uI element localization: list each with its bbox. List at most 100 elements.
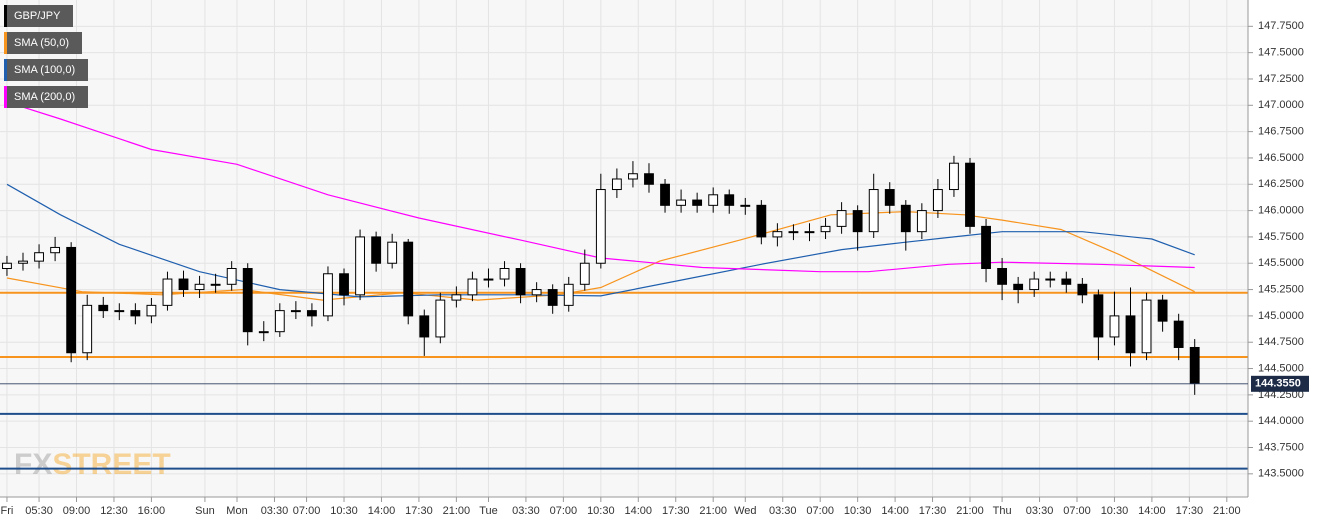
candle-body xyxy=(162,278,173,306)
candle-body xyxy=(611,178,622,191)
candle-body xyxy=(451,294,462,301)
candle-body xyxy=(1125,315,1136,354)
legend-label: SMA (200,0) xyxy=(14,91,75,103)
candle-body xyxy=(563,283,574,306)
candle-body xyxy=(836,210,847,227)
candle-body xyxy=(1093,294,1104,338)
candles xyxy=(2,155,1200,395)
candle-body xyxy=(595,189,606,264)
candle-body xyxy=(114,310,125,313)
candle-body xyxy=(1045,278,1056,281)
x-tick-label: 03:30 xyxy=(512,505,540,517)
candle-body xyxy=(965,162,975,227)
x-tick-label: 10:30 xyxy=(844,505,872,517)
y-tick-label: 143.5000 xyxy=(1258,468,1304,480)
x-tick-label: 03:30 xyxy=(769,505,797,517)
y-tick-label: 145.2500 xyxy=(1258,283,1304,295)
y-tick-label: 145.5000 xyxy=(1258,257,1304,269)
candle-body xyxy=(210,283,221,286)
y-tick-label: 144.5000 xyxy=(1258,362,1304,374)
x-tick-label: 12:30 xyxy=(100,505,128,517)
y-tick-label: 143.7500 xyxy=(1258,441,1304,453)
plot-background xyxy=(0,0,1248,497)
legend-label: GBP/JPY xyxy=(14,10,61,22)
candle-body xyxy=(531,289,542,296)
candle-body xyxy=(1157,299,1168,322)
candle-body xyxy=(884,189,895,206)
candle-body xyxy=(820,225,831,233)
candle-body xyxy=(708,194,719,206)
candle-body xyxy=(579,262,590,285)
candle-body xyxy=(2,262,12,270)
x-tick-label: 03:30 xyxy=(261,505,289,517)
x-tick-label: 21:00 xyxy=(443,505,471,517)
candle-body xyxy=(1141,299,1152,354)
legend-swatch xyxy=(4,5,7,27)
y-tick-label: 147.5000 xyxy=(1258,47,1304,59)
candle-body xyxy=(740,204,751,207)
watermark-street: STREET xyxy=(52,448,170,481)
candle-body xyxy=(435,299,446,338)
legend-box xyxy=(4,32,82,54)
x-tick-label: 14:00 xyxy=(625,505,653,517)
legend-label: SMA (100,0) xyxy=(14,64,75,76)
legend-label: SMA (50,0) xyxy=(14,37,69,49)
x-tick-label: Thu xyxy=(993,505,1012,517)
candle-body xyxy=(98,304,109,312)
y-tick-label: 146.5000 xyxy=(1258,152,1304,164)
x-tick-label: Mon xyxy=(226,505,247,517)
legend-swatch xyxy=(4,32,7,54)
candle-body xyxy=(258,331,269,334)
sma-line xyxy=(6,183,1195,298)
x-tick-label: Sun xyxy=(195,505,215,517)
x-tick-label: 10:30 xyxy=(587,505,615,517)
candle-body xyxy=(307,310,317,317)
candle-body xyxy=(1173,320,1184,348)
candle-body xyxy=(371,236,382,264)
candle-body xyxy=(1189,346,1200,384)
x-tick-label: Wed xyxy=(734,505,756,517)
y-tick-label: 146.0000 xyxy=(1258,204,1304,216)
candle-body xyxy=(868,189,879,233)
candle-body xyxy=(178,278,189,291)
legend-box xyxy=(4,86,88,108)
x-tick-label: 17:30 xyxy=(1176,505,1204,517)
candle-body xyxy=(756,204,767,238)
candle-body xyxy=(499,268,510,280)
candle-body xyxy=(18,260,28,264)
x-tick-label: 14:00 xyxy=(368,505,396,517)
x-tick-label: 17:30 xyxy=(405,505,433,517)
x-tick-label: 10:30 xyxy=(1101,505,1129,517)
y-tick-label: 144.0000 xyxy=(1258,415,1304,427)
x-tick-label: 07:00 xyxy=(806,505,834,517)
x-tick-label: 09:00 xyxy=(63,505,91,517)
candle-body xyxy=(949,162,959,191)
axes: 143.5000143.7500144.0000144.2500144.5000… xyxy=(0,0,1309,517)
x-tick-label: 21:00 xyxy=(956,505,984,517)
x-tick-label: 16:00 xyxy=(138,505,166,517)
y-tick-label: 145.7500 xyxy=(1258,231,1304,243)
candle-body xyxy=(226,268,237,285)
candle-body xyxy=(1077,283,1088,296)
x-tick-label: 14:00 xyxy=(881,505,909,517)
y-tick-label: 146.7500 xyxy=(1258,126,1304,138)
x-tick-label: 07:00 xyxy=(1063,505,1091,517)
y-tick-label: 145.0000 xyxy=(1258,310,1304,322)
legend-swatch xyxy=(4,86,7,108)
candle-body xyxy=(772,231,783,238)
y-tick-label: 147.7500 xyxy=(1258,20,1304,32)
candle-body xyxy=(194,283,205,291)
x-tick-label: Fri xyxy=(1,505,14,517)
x-tick-label: 07:00 xyxy=(293,505,321,517)
candle-body xyxy=(323,273,333,317)
candle-body xyxy=(130,310,141,317)
x-tick-label: 17:30 xyxy=(919,505,947,517)
sma-line xyxy=(6,210,1195,301)
candle-body xyxy=(339,273,349,296)
candle-body xyxy=(242,268,253,333)
candle-body xyxy=(66,246,77,354)
candle-body xyxy=(981,225,991,270)
candle-body xyxy=(628,173,638,180)
candle-body xyxy=(50,246,61,254)
legend: GBP/JPY SMA (50,0) SMA (100,0) SMA (200,0) xyxy=(4,5,88,108)
